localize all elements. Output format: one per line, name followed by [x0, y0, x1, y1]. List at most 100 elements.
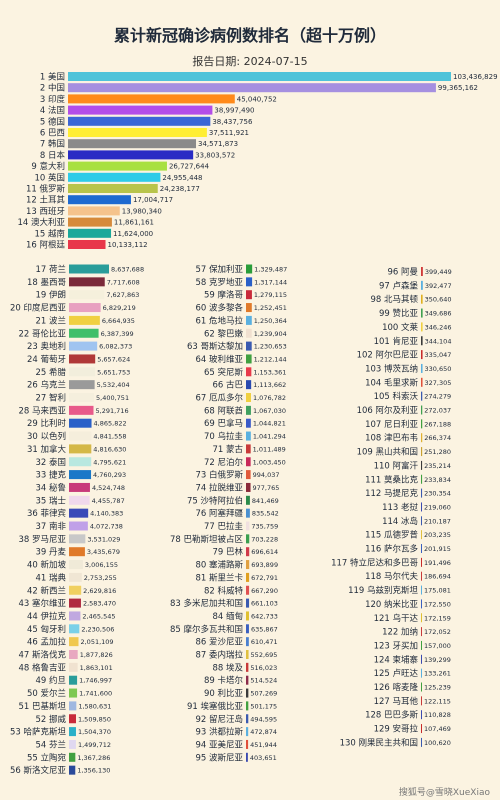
bar: [421, 557, 422, 567]
bar-value-label: 403,651: [250, 754, 277, 762]
bar: [246, 393, 251, 402]
bar-value-label: 3,435,679: [87, 548, 120, 556]
bar-value-label: 5,651,753: [97, 368, 130, 376]
bar-label: 46 孟加拉: [27, 637, 67, 648]
bar-value-label: 2,465,545: [82, 612, 115, 620]
bar: [68, 139, 197, 149]
bar: [421, 654, 422, 664]
bar-label: 70 乌拉圭: [204, 431, 244, 442]
bar-label: 7 韩国: [40, 139, 65, 150]
bar: [69, 739, 76, 749]
bar: [246, 341, 252, 351]
bar-label: 61 危地马拉: [195, 315, 243, 326]
bar-value-label: 172,052: [424, 628, 451, 636]
bar: [246, 508, 250, 518]
bar-label: 57 保加利亚: [195, 264, 243, 275]
chart-title: 累计新冠确诊病例数排名（超十万例）: [113, 26, 386, 45]
bar-value-label: 103,436,829: [453, 73, 498, 81]
bar: [69, 367, 96, 377]
bar-value-label: 1,067,030: [253, 407, 286, 415]
bar-label: 60 波多黎各: [195, 303, 243, 314]
bar: [68, 240, 106, 249]
bar-label: 103 博茨瓦纳: [365, 363, 418, 374]
bar-value-label: 4,072,738: [90, 523, 123, 531]
bar: [421, 363, 423, 373]
bar: [421, 682, 422, 692]
bar: [69, 482, 90, 492]
bar-value-label: 2,753,255: [84, 574, 117, 582]
bar: [421, 488, 423, 498]
bar: [421, 613, 422, 623]
bar-label: 121 乌干达: [374, 613, 419, 624]
bar-value-label: 835,542: [252, 510, 279, 518]
bar-value-label: 6,082,373: [99, 343, 132, 351]
bar: [246, 650, 249, 659]
bar-value-label: 635,867: [251, 625, 278, 633]
bar-value-label: 251,280: [424, 448, 451, 456]
bar-label: 34 秘鲁: [35, 482, 66, 493]
bar: [246, 560, 250, 570]
bar-label: 59 摩洛哥: [204, 290, 244, 301]
bar-label: 19 伊朗: [35, 290, 66, 301]
watermark-text: 搜狐号@雪晓XueXiao: [398, 788, 490, 798]
bar: [69, 470, 92, 480]
bar-value-label: 191,496: [424, 559, 451, 567]
bar-value-label: 266,374: [424, 434, 451, 442]
bar-value-label: 5,291,716: [96, 407, 129, 415]
bar: [68, 150, 194, 160]
bar-label: 88 埃及: [212, 662, 243, 673]
bar: [421, 571, 422, 581]
bar-label: 39 丹麦: [35, 547, 66, 558]
bar-value-label: 703,228: [251, 535, 278, 543]
bar-label: 107 尼日利亚: [365, 419, 418, 430]
bar: [421, 724, 422, 734]
bar: [246, 264, 253, 274]
bar: [69, 714, 76, 724]
bar-value-label: 1,239,904: [254, 330, 287, 338]
bar-label: 76 阿塞拜疆: [195, 508, 243, 519]
bar: [246, 662, 249, 672]
bar-label: 94 亚美尼亚: [195, 739, 243, 750]
bar: [246, 457, 251, 467]
bar-label: 12 土耳其: [26, 195, 66, 206]
bar: [69, 547, 85, 557]
bar-label: 122 加纳: [382, 627, 418, 638]
bar-label: 24 葡萄牙: [27, 354, 66, 365]
bar-label: 14 澳大利亚: [17, 217, 65, 228]
bar-label: 123 牙买加: [374, 640, 418, 651]
bar-label: 68 阿联酋: [204, 405, 244, 416]
bar: [69, 405, 94, 415]
bar-value-label: 17,004,717: [133, 196, 173, 204]
bar-value-label: 4,865,822: [94, 420, 127, 428]
bar: [69, 650, 78, 659]
bar-value-label: 2,583,470: [83, 600, 116, 608]
bar-value-label: 472,874: [250, 728, 277, 736]
report-date-label: 报告日期:: [192, 55, 241, 68]
bar: [421, 460, 423, 470]
bar-label: 124 柬埔寨: [374, 654, 419, 665]
bar: [246, 405, 251, 415]
bar-value-label: 1,230,653: [254, 343, 287, 351]
bar: [246, 572, 250, 582]
bar: [246, 521, 250, 531]
bar-value-label: 514,524: [250, 677, 277, 685]
bar-label: 109 黑山共和国: [357, 447, 418, 458]
bar: [69, 380, 95, 390]
bar-label: 27 智利: [35, 393, 66, 404]
bar: [421, 419, 423, 429]
bar-label: 47 斯洛伐克: [18, 650, 66, 661]
bar: [69, 393, 95, 402]
bar-label: 11 俄罗斯: [26, 184, 66, 195]
bar-label: 110 阿富汗: [374, 460, 419, 471]
bar-label: 100 文莱: [382, 322, 418, 333]
bar-label: 117 特立尼达和多巴哥: [331, 557, 418, 568]
bar-label: 91 埃塞俄比亚: [187, 701, 244, 712]
bar: [246, 470, 251, 480]
bar-label: 49 约旦: [35, 675, 66, 686]
bar-value-label: 1,509,850: [78, 715, 111, 723]
bar-label: 93 洪都拉斯: [195, 727, 243, 738]
bar: [69, 572, 82, 582]
bar: [246, 547, 250, 557]
bar-value-label: 201,915: [424, 545, 451, 553]
